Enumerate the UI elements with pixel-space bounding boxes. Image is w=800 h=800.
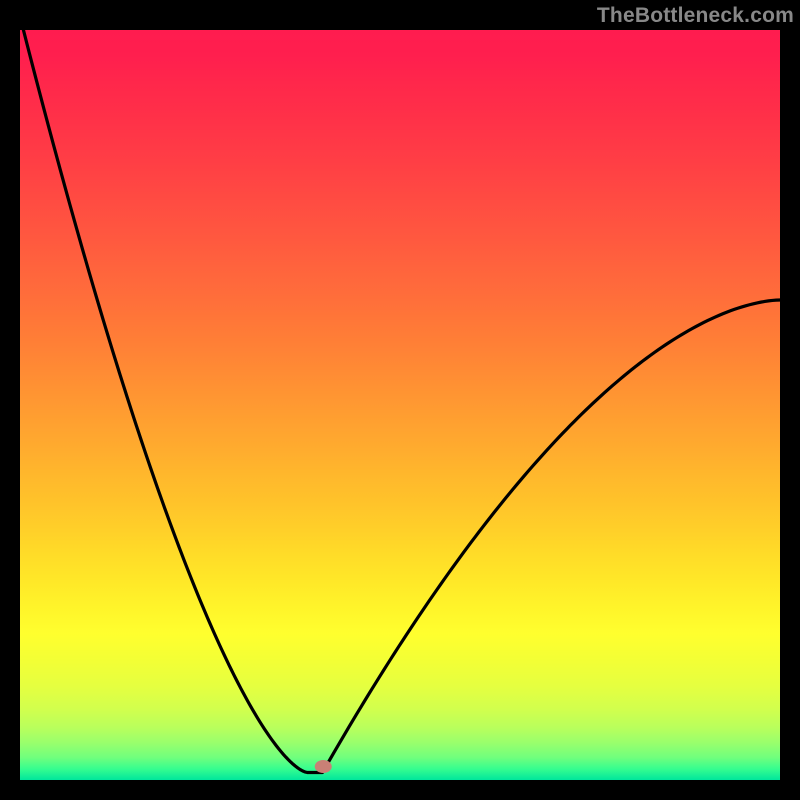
chart-outer: TheBottleneck.com — [0, 0, 800, 800]
chart-background-gradient — [20, 30, 780, 780]
watermark-text: TheBottleneck.com — [597, 4, 794, 28]
minimum-marker — [315, 760, 332, 773]
chart-plot-area — [20, 30, 780, 780]
chart-svg — [20, 30, 780, 780]
